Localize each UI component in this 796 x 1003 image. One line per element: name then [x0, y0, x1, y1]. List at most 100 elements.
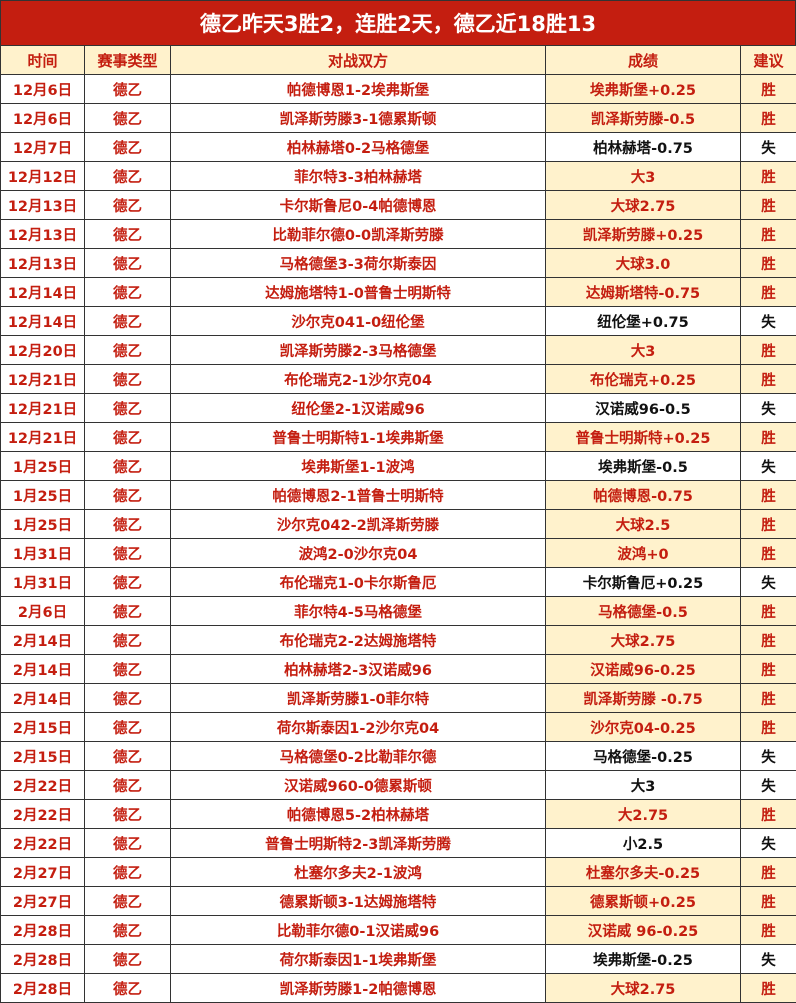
result-cell: 大3 [545, 770, 741, 800]
result-cell: 大3 [545, 335, 741, 365]
league-cell: 德乙 [84, 219, 171, 249]
result-cell: 德累斯顿+0.25 [545, 886, 741, 916]
league-cell: 德乙 [84, 654, 171, 684]
table-row: 2月22日 德乙 帕德博恩5-2柏林赫塔 大2.75 胜 [0, 799, 796, 829]
advice-cell: 胜 [740, 857, 796, 887]
advice-cell: 失 [740, 132, 796, 162]
advice-cell: 胜 [740, 190, 796, 220]
match-cell: 达姆施塔特1-0普鲁士明斯特 [170, 277, 546, 307]
advice-cell: 胜 [740, 422, 796, 452]
match-cell: 柏林赫塔2-3汉诺威96 [170, 654, 546, 684]
match-cell: 菲尔特4-5马格德堡 [170, 596, 546, 626]
date-cell: 12月13日 [0, 248, 85, 278]
table-row: 2月28日 德乙 比勒菲尔德0-1汉诺威96 汉诺威 96-0.25 胜 [0, 915, 796, 945]
header-advice: 建议 [740, 45, 796, 75]
advice-cell: 胜 [740, 654, 796, 684]
table-row: 12月13日 德乙 比勒菲尔德0-0凯泽斯劳滕 凯泽斯劳滕+0.25 胜 [0, 219, 796, 249]
table-row: 2月15日 德乙 荷尔斯泰因1-2沙尔克04 沙尔克04-0.25 胜 [0, 712, 796, 742]
advice-cell: 胜 [740, 364, 796, 394]
table-row: 1月31日 德乙 波鸿2-0沙尔克04 波鸿+0 胜 [0, 538, 796, 568]
advice-cell: 失 [740, 828, 796, 858]
table-row: 12月21日 德乙 布伦瑞克2-1沙尔克04 布伦瑞克+0.25 胜 [0, 364, 796, 394]
league-cell: 德乙 [84, 857, 171, 887]
advice-cell: 胜 [740, 219, 796, 249]
result-cell: 柏林赫塔-0.75 [545, 132, 741, 162]
match-cell: 凯泽斯劳滕1-0菲尔特 [170, 683, 546, 713]
advice-cell: 胜 [740, 886, 796, 916]
match-cell: 马格德堡3-3荷尔斯泰因 [170, 248, 546, 278]
result-cell: 达姆斯塔特-0.75 [545, 277, 741, 307]
league-cell: 德乙 [84, 973, 171, 1003]
result-cell: 大球2.75 [545, 973, 741, 1003]
advice-cell: 胜 [740, 799, 796, 829]
table-row: 2月22日 德乙 普鲁士明斯特2-3凯泽斯劳腾 小2.5 失 [0, 828, 796, 858]
match-cell: 荷尔斯泰因1-2沙尔克04 [170, 712, 546, 742]
league-cell: 德乙 [84, 683, 171, 713]
league-cell: 德乙 [84, 886, 171, 916]
table-row: 12月6日 德乙 凯泽斯劳滕3-1德累斯顿 凯泽斯劳滕-0.5 胜 [0, 103, 796, 133]
advice-cell: 胜 [740, 103, 796, 133]
league-cell: 德乙 [84, 74, 171, 104]
league-cell: 德乙 [84, 915, 171, 945]
advice-cell: 胜 [740, 683, 796, 713]
date-cell: 2月28日 [0, 944, 85, 974]
table-row: 12月12日 德乙 菲尔特3-3柏林赫塔 大3 胜 [0, 161, 796, 191]
result-cell: 波鸿+0 [545, 538, 741, 568]
advice-cell: 失 [740, 306, 796, 336]
table-row: 12月13日 德乙 马格德堡3-3荷尔斯泰因 大球3.0 胜 [0, 248, 796, 278]
result-cell: 凯泽斯劳滕-0.5 [545, 103, 741, 133]
date-cell: 2月15日 [0, 712, 85, 742]
match-cell: 沙尔克041-0纽伦堡 [170, 306, 546, 336]
results-table: 时间 赛事类型 对战双方 成绩 建议 12月6日 德乙 帕德博恩1-2埃弗斯堡 埃弗斯… [0, 45, 796, 1003]
table-row: 12月21日 德乙 纽伦堡2-1汉诺威96 汉诺威96-0.5 失 [0, 393, 796, 423]
result-cell: 汉诺威 96-0.25 [545, 915, 741, 945]
table-row: 12月21日 德乙 普鲁士明斯特1-1埃弗斯堡 普鲁士明斯特+0.25 胜 [0, 422, 796, 452]
advice-cell: 失 [740, 451, 796, 481]
table-row: 2月14日 德乙 布伦瑞克2-2达姆施塔特 大球2.75 胜 [0, 625, 796, 655]
league-cell: 德乙 [84, 451, 171, 481]
league-cell: 德乙 [84, 422, 171, 452]
table-row: 2月22日 德乙 汉诺威960-0德累斯顿 大3 失 [0, 770, 796, 800]
table-row: 2月14日 德乙 柏林赫塔2-3汉诺威96 汉诺威96-0.25 胜 [0, 654, 796, 684]
result-cell: 大2.75 [545, 799, 741, 829]
league-cell: 德乙 [84, 393, 171, 423]
match-cell: 波鸿2-0沙尔克04 [170, 538, 546, 568]
advice-cell: 胜 [740, 248, 796, 278]
table-row: 2月14日 德乙 凯泽斯劳滕1-0菲尔特 凯泽斯劳滕 -0.75 胜 [0, 683, 796, 713]
table-row: 2月27日 德乙 杜塞尔多夫2-1波鸿 杜塞尔多夫-0.25 胜 [0, 857, 796, 887]
league-cell: 德乙 [84, 306, 171, 336]
table-row: 2月6日 德乙 菲尔特4-5马格德堡 马格德堡-0.5 胜 [0, 596, 796, 626]
result-cell: 埃弗斯堡-0.25 [545, 944, 741, 974]
result-cell: 汉诺威96-0.25 [545, 654, 741, 684]
match-cell: 比勒菲尔德0-1汉诺威96 [170, 915, 546, 945]
advice-cell: 失 [740, 567, 796, 597]
result-cell: 马格德堡-0.25 [545, 741, 741, 771]
date-cell: 12月13日 [0, 190, 85, 220]
table-row: 1月25日 德乙 埃弗斯堡1-1波鸿 埃弗斯堡-0.5 失 [0, 451, 796, 481]
match-cell: 沙尔克042-2凯泽斯劳滕 [170, 509, 546, 539]
league-cell: 德乙 [84, 509, 171, 539]
match-cell: 杜塞尔多夫2-1波鸿 [170, 857, 546, 887]
league-cell: 德乙 [84, 770, 171, 800]
result-cell: 埃弗斯堡+0.25 [545, 74, 741, 104]
advice-cell: 胜 [740, 480, 796, 510]
date-cell: 12月14日 [0, 306, 85, 336]
match-cell: 凯泽斯劳滕2-3马格德堡 [170, 335, 546, 365]
date-cell: 1月25日 [0, 509, 85, 539]
date-cell: 12月21日 [0, 364, 85, 394]
match-cell: 普鲁士明斯特2-3凯泽斯劳腾 [170, 828, 546, 858]
header-match: 对战双方 [170, 45, 546, 75]
date-cell: 12月12日 [0, 161, 85, 191]
date-cell: 2月27日 [0, 857, 85, 887]
advice-cell: 胜 [740, 915, 796, 945]
result-cell: 凯泽斯劳滕 -0.75 [545, 683, 741, 713]
match-cell: 凯泽斯劳滕3-1德累斯顿 [170, 103, 546, 133]
match-cell: 帕德博恩5-2柏林赫塔 [170, 799, 546, 829]
result-cell: 杜塞尔多夫-0.25 [545, 857, 741, 887]
table-row: 2月28日 德乙 凯泽斯劳滕1-2帕德博恩 大球2.75 胜 [0, 973, 796, 1003]
advice-cell: 胜 [740, 625, 796, 655]
match-cell: 纽伦堡2-1汉诺威96 [170, 393, 546, 423]
date-cell: 2月27日 [0, 886, 85, 916]
match-cell: 荷尔斯泰因1-1埃弗斯堡 [170, 944, 546, 974]
match-cell: 菲尔特3-3柏林赫塔 [170, 161, 546, 191]
